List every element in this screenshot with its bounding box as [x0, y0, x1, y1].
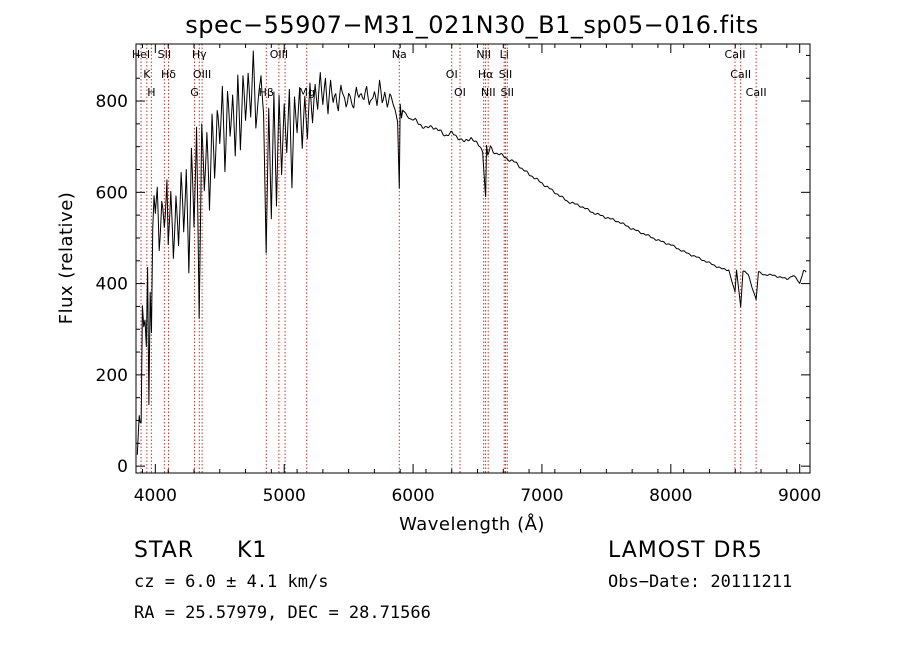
survey-name: LAMOST DR5: [608, 538, 763, 563]
line-marker-label: NII: [481, 86, 496, 99]
x-tick-label: 5000: [263, 486, 306, 506]
line-marker-label: Li: [500, 48, 509, 61]
line-marker-label: CaII: [725, 48, 746, 61]
object-class: STAR: [134, 538, 195, 563]
y-tick-label: 600: [96, 183, 128, 203]
ra-dec-coordinates: RA = 25.57979, DEC = 28.71566: [134, 603, 431, 623]
line-marker-label: Na: [392, 48, 407, 61]
line-marker-label: Hγ: [192, 48, 207, 61]
line-marker-label: Hβ: [259, 86, 274, 99]
chart-title: spec−55907−M31_021N30_B1_sp05−016.fits: [185, 11, 758, 39]
line-marker-label: OI: [446, 68, 458, 81]
line-marker-label: K: [143, 68, 151, 81]
line-marker-label: SII: [501, 86, 514, 99]
line-marker-label: SII: [158, 48, 171, 61]
y-axis-label: Flux (relative): [56, 192, 77, 325]
y-tick-label: 200: [96, 366, 128, 386]
line-marker-label: SII: [499, 68, 512, 81]
line-marker-label: G: [190, 86, 199, 99]
x-tick-label: 8000: [649, 486, 692, 506]
line-marker-label: OIII: [193, 68, 211, 81]
y-tick-label: 800: [96, 92, 128, 112]
line-marker-label: NII: [476, 48, 491, 61]
observation-date: Obs−Date: 20111211: [608, 572, 793, 592]
plot-axes: [135, 43, 811, 474]
spectrum-line: [136, 50, 807, 455]
spectrum-chart: spec−55907−M31_021N30_B1_sp05−016.fits H…: [56, 11, 821, 535]
y-tick-label: 0: [117, 457, 128, 477]
line-marker-label: OI: [454, 86, 466, 99]
x-tick-label: 7000: [520, 486, 563, 506]
axis-ticks: 4000 5000 6000 7000 8000 9000 0 200 400 600 800: [96, 44, 821, 506]
x-axis-label: Wavelength (Å): [399, 513, 545, 535]
object-subclass: K1: [237, 538, 268, 563]
x-tick-label: 6000: [391, 486, 434, 506]
line-marker-label: CaII: [746, 86, 767, 99]
line-marker-label: CaII: [730, 68, 751, 81]
line-marker-label: H: [147, 86, 155, 99]
plot-frame: [135, 43, 811, 474]
line-marker-label: HeI: [132, 48, 150, 61]
x-tick-label: 9000: [778, 486, 821, 506]
x-tick-label: 4000: [134, 486, 177, 506]
line-marker-label: Hα: [478, 68, 494, 81]
line-marker-label: Hδ: [161, 68, 176, 81]
y-tick-label: 400: [96, 275, 128, 295]
line-marker-label: Mg: [299, 86, 315, 99]
line-marker-label: OIII: [270, 48, 288, 61]
redshift-velocity: cz = 6.0 ± 4.1 km/s: [134, 572, 329, 592]
